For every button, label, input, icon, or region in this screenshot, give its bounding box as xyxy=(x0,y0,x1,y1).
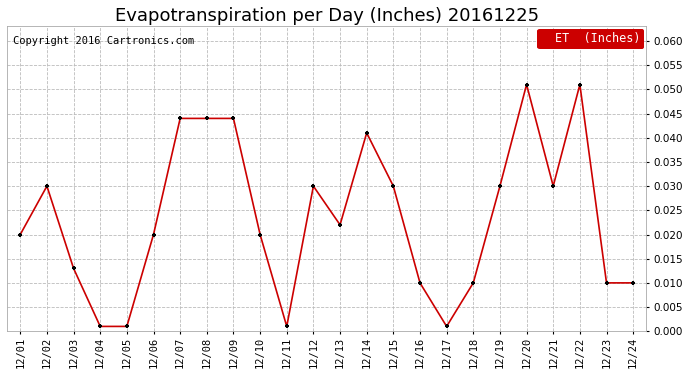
Point xyxy=(201,116,213,122)
Point xyxy=(361,130,372,136)
Point xyxy=(95,323,106,329)
Point xyxy=(282,323,293,329)
Point xyxy=(41,183,52,189)
Point xyxy=(255,231,266,237)
Point xyxy=(548,183,559,189)
Legend: ET  (Inches): ET (Inches) xyxy=(538,29,644,49)
Point xyxy=(14,231,26,237)
Point xyxy=(441,323,452,329)
Point xyxy=(175,116,186,122)
Point xyxy=(228,116,239,122)
Point xyxy=(574,81,585,87)
Text: Copyright 2016 Cartronics.com: Copyright 2016 Cartronics.com xyxy=(13,36,195,46)
Point xyxy=(521,81,532,87)
Point xyxy=(628,280,639,286)
Point xyxy=(121,323,132,329)
Point xyxy=(388,183,399,189)
Point xyxy=(468,280,479,286)
Point xyxy=(601,280,612,286)
Point xyxy=(335,222,346,228)
Point xyxy=(308,183,319,189)
Point xyxy=(415,280,426,286)
Title: Evapotranspiration per Day (Inches) 20161225: Evapotranspiration per Day (Inches) 2016… xyxy=(115,7,539,25)
Point xyxy=(148,231,159,237)
Point xyxy=(495,183,506,189)
Point xyxy=(68,266,79,272)
